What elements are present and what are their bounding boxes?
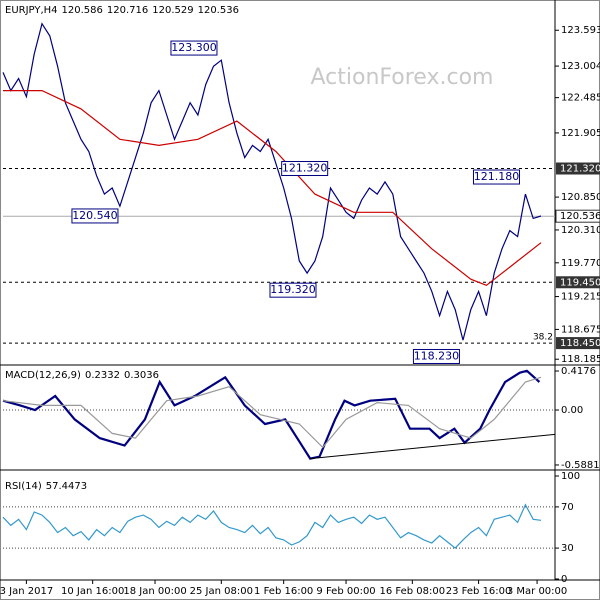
current-price-label: 120.536 bbox=[560, 211, 600, 222]
annotation-label: 121.320 bbox=[282, 162, 328, 175]
x-tick-label: 1 Feb 16:00 bbox=[254, 586, 313, 597]
panel-title-name: MACD(12,26,9) bbox=[5, 370, 81, 381]
y-tick-label: 30 bbox=[561, 543, 574, 554]
panel-reading: 0.3036 bbox=[124, 370, 159, 381]
annotation-box bbox=[472, 169, 520, 185]
y-tick-label: 118.185 bbox=[561, 354, 600, 365]
panel-title: MACD(12,26,9) 0.2332 0.3036 bbox=[5, 370, 159, 381]
panel-title-name: RSI(14) bbox=[5, 481, 42, 492]
y-tick-label: 70 bbox=[561, 502, 574, 513]
annotation-box bbox=[269, 282, 317, 298]
y-tick-label: 100 bbox=[561, 471, 580, 482]
panel-title: RSI(14) 57.4473 bbox=[5, 481, 87, 492]
x-tick-label: 25 Jan 08:00 bbox=[190, 586, 253, 597]
x-tick-label: 16 Feb 08:00 bbox=[380, 586, 446, 597]
annotation-label: 121.180 bbox=[474, 170, 520, 183]
panel-title: EURJPY,H4 120.586 120.716 120.529 120.536 bbox=[5, 5, 239, 16]
annotation-box bbox=[281, 161, 329, 177]
level-label-box bbox=[556, 337, 600, 350]
y-tick-label: 119.215 bbox=[561, 292, 600, 303]
x-tick-label: 3 Jan 2017 bbox=[0, 586, 53, 597]
annotation-label: 123.300 bbox=[171, 41, 217, 54]
y-tick-label: 121.905 bbox=[561, 128, 600, 139]
trend-line bbox=[310, 433, 556, 460]
y-tick-label: 122.485 bbox=[561, 93, 600, 104]
panel-reading: 120.716 bbox=[107, 5, 148, 16]
level-label-box bbox=[556, 162, 600, 175]
annotation-box bbox=[170, 40, 218, 56]
level-label: 118.450 bbox=[560, 338, 600, 349]
x-tick-label: 10 Jan 16:00 bbox=[61, 586, 124, 597]
panel-title-name: EURJPY,H4 bbox=[5, 5, 58, 16]
y-tick-label: 123.004 bbox=[561, 61, 600, 72]
annotation-box bbox=[412, 348, 460, 364]
annotation-label: 118.230 bbox=[414, 349, 460, 362]
fib-label: 38.2 bbox=[533, 333, 553, 343]
y-tick-label: 123.593 bbox=[561, 25, 600, 36]
annotation-label: 120.540 bbox=[72, 209, 118, 222]
current-price-box bbox=[555, 209, 600, 223]
series-line bbox=[2, 376, 542, 449]
y-tick-label: 118.675 bbox=[561, 324, 600, 335]
panel-reading: 120.529 bbox=[152, 5, 193, 16]
series-line bbox=[2, 503, 542, 549]
series-line bbox=[2, 22, 542, 341]
y-tick-label: 120.850 bbox=[561, 192, 600, 203]
x-tick-label: 23 Feb 16:00 bbox=[446, 586, 512, 597]
level-label: 119.450 bbox=[560, 277, 600, 288]
panel-reading: 120.586 bbox=[62, 5, 103, 16]
y-tick-label: -0.5881 bbox=[561, 460, 600, 471]
panel-reading: 57.4473 bbox=[46, 481, 87, 492]
watermark: ActionForex.com bbox=[311, 65, 494, 90]
y-tick-label: 0 bbox=[561, 574, 567, 585]
annotation-label: 119.320 bbox=[270, 283, 316, 296]
y-tick-label: 0.4176 bbox=[561, 366, 596, 377]
y-tick-label: 120.310 bbox=[561, 225, 600, 236]
x-tick-label: 3 Mar 00:00 bbox=[507, 586, 567, 597]
x-tick-label: 9 Feb 00:00 bbox=[316, 586, 375, 597]
x-tick-label: 18 Jan 00:00 bbox=[123, 586, 186, 597]
y-tick-label: 119.770 bbox=[561, 258, 600, 269]
panel-reading: 120.536 bbox=[198, 5, 239, 16]
annotation-box bbox=[71, 208, 119, 224]
level-label-box bbox=[556, 276, 600, 289]
panel-reading: 0.2332 bbox=[85, 370, 120, 381]
y-tick-label: 0.00 bbox=[561, 405, 583, 416]
level-label: 121.320 bbox=[560, 164, 600, 175]
